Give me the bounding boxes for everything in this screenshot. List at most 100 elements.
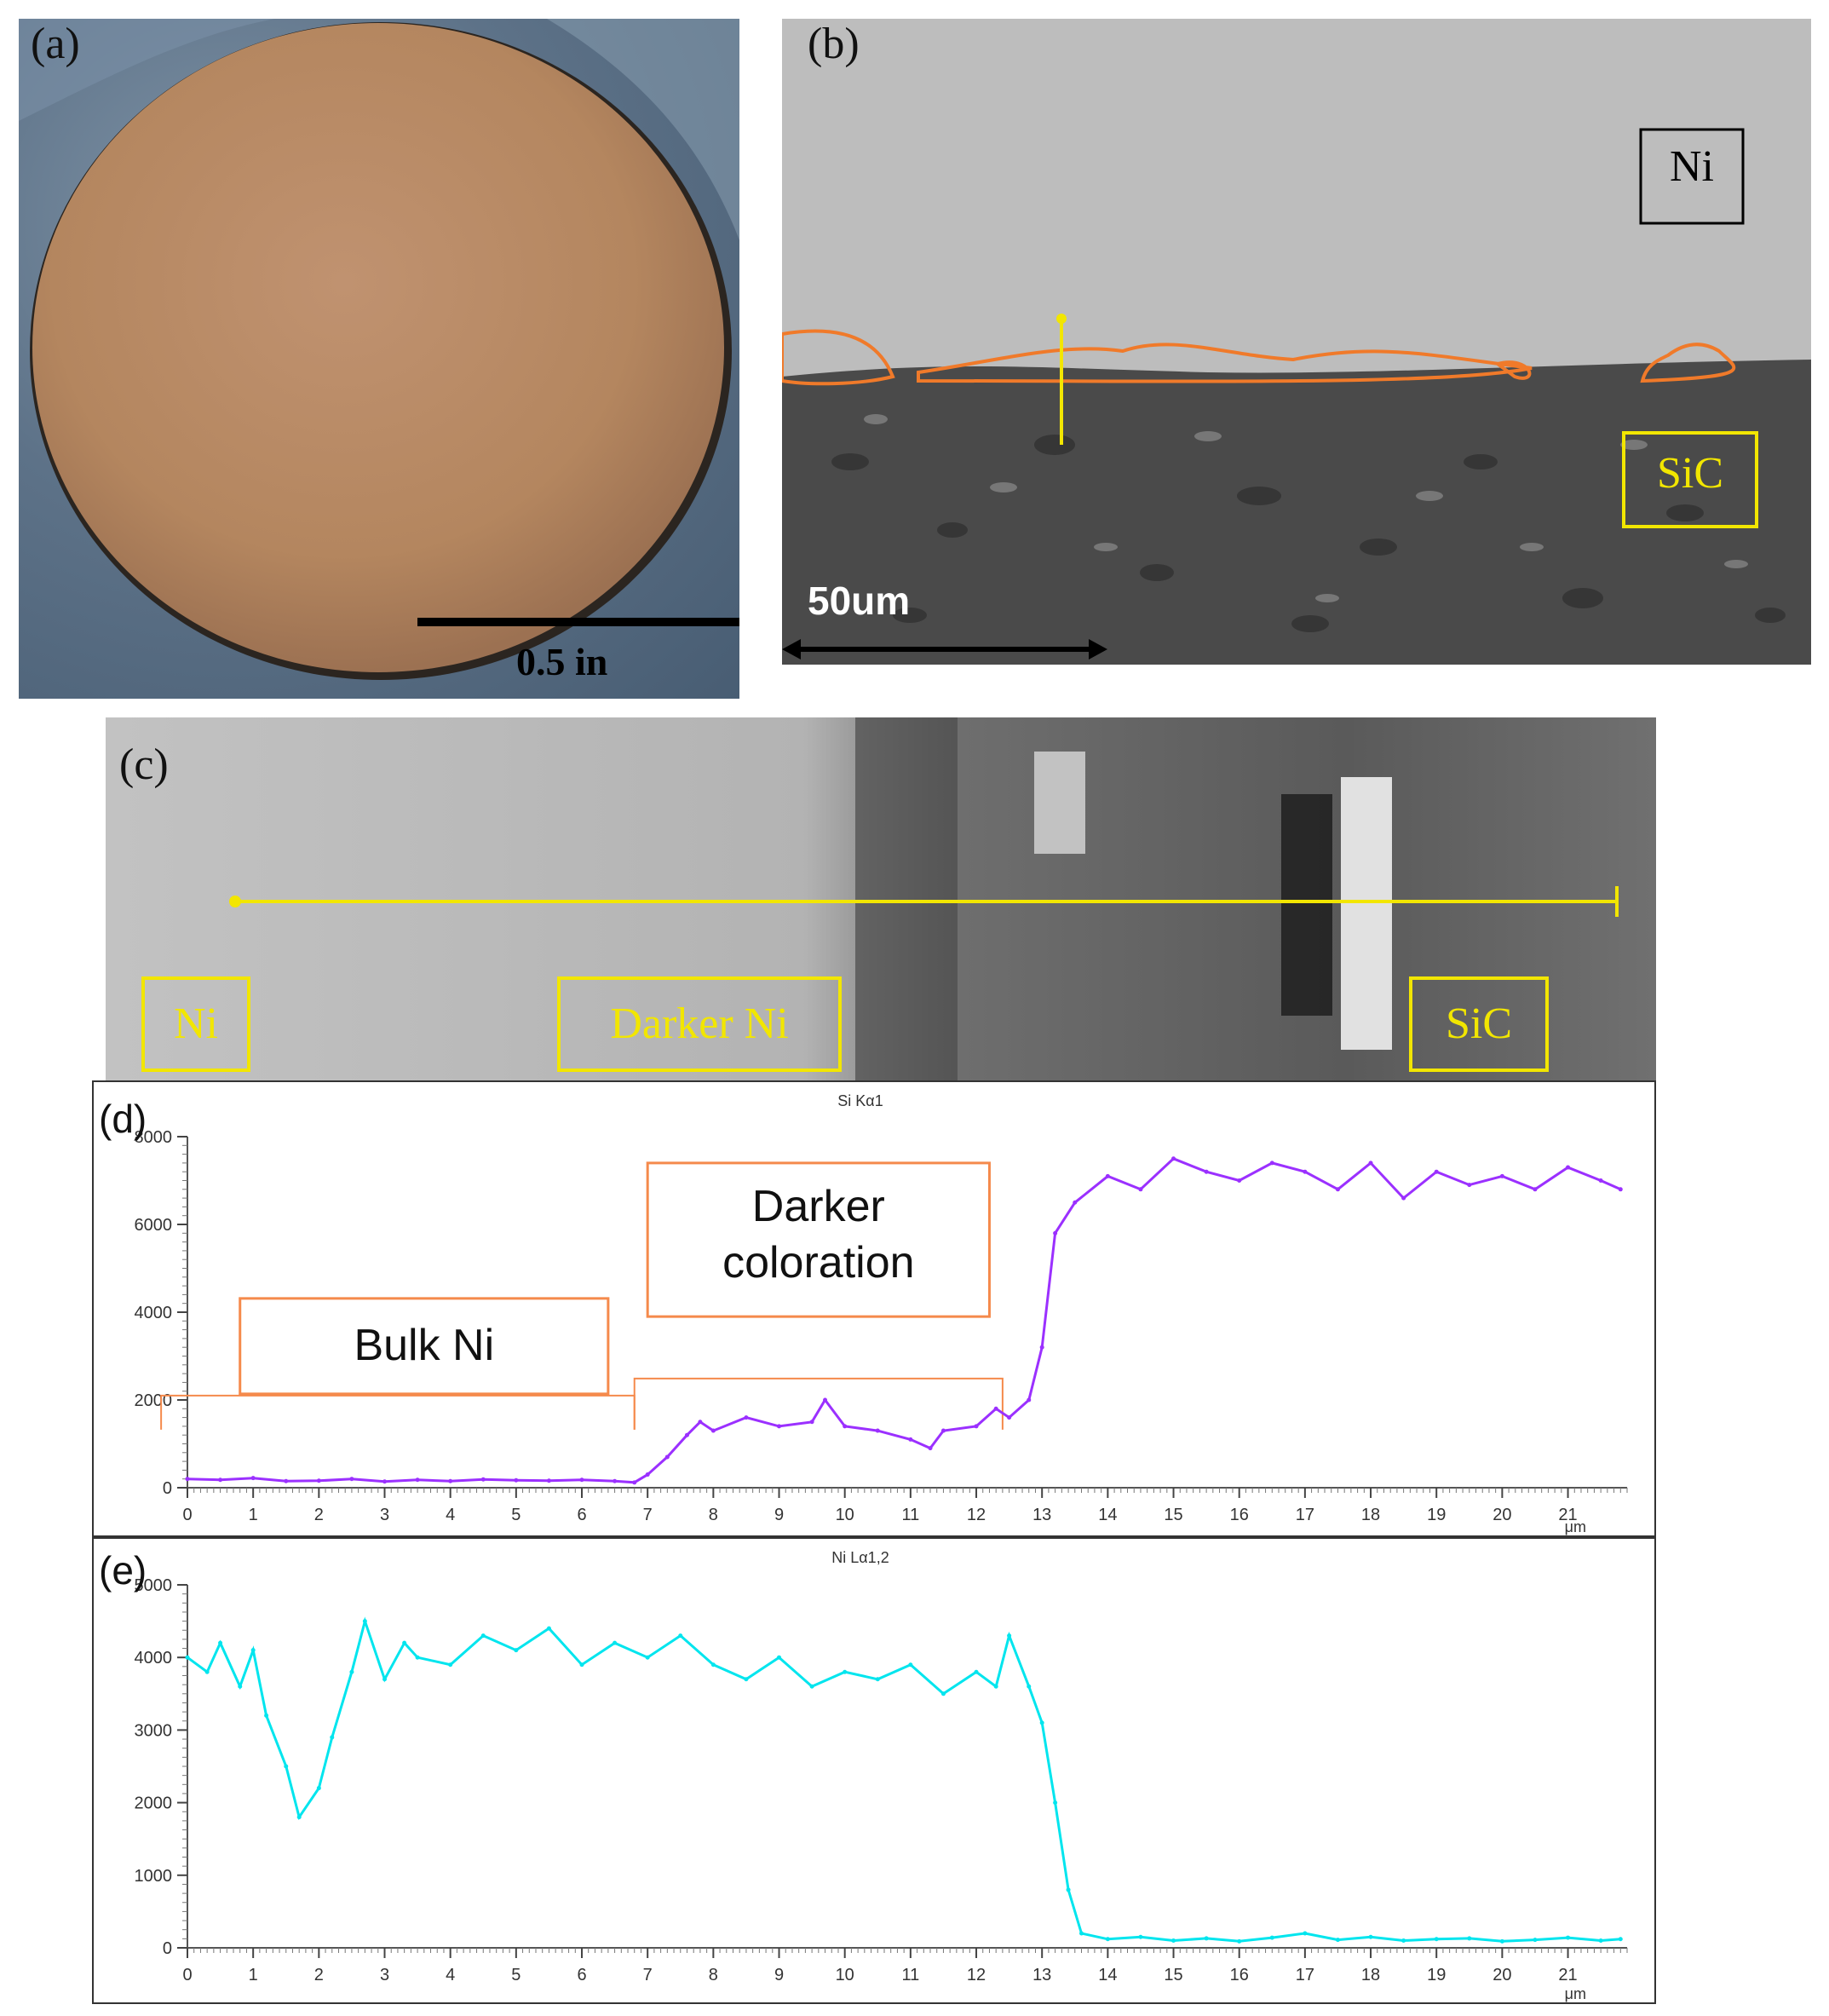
x-tick-label: 2 [314,1966,324,1984]
x-tick-label: 17 [1296,1506,1314,1524]
x-tick-label: 20 [1493,1966,1511,1984]
sample-disc [32,23,724,672]
x-tick-label: 1 [249,1506,258,1524]
x-tick-label: 4 [446,1966,455,1984]
y-tick-label: 3000 [135,1721,173,1740]
x-tick-label: 19 [1427,1966,1446,1984]
panel-e-chart: 0 1 2 3 4 5 6 7 8 9 10 11 12 13 14 15 16 17 18 19 20 21 0 1000 2… [92,1537,1656,2004]
panel-c-svg [106,717,1656,1080]
sic-label-c: SiC [1445,999,1513,1048]
scale-label-b: 50um [808,579,911,623]
panel-b-svg [782,19,1811,665]
x-tick-label: 21 [1558,1506,1577,1524]
y-tick-label: 0 [163,1479,172,1498]
ni-region [782,19,1811,377]
scale-arrow-right [1089,639,1107,660]
x-tick-label: 13 [1032,1506,1051,1524]
y-tick-label: 4000 [135,1649,173,1668]
sic-label-b: SiC [1656,449,1724,498]
si-chart-title: Si Kα1 [837,1092,883,1109]
x-tick-label: 10 [836,1966,854,1984]
x-tick-label: 13 [1032,1966,1051,1984]
panel-b-sem: (b) Ni SiC 50um [782,19,1811,665]
x-tick-label: 18 [1361,1506,1380,1524]
x-tick-label: 11 [901,1506,919,1524]
y-tick-label: 2000 [135,1391,173,1410]
ni-series-line [187,1616,1621,1943]
si-x-axis-label: μm [1565,1518,1586,1535]
bulk-ni-label: Bulk Ni [354,1321,494,1370]
x-tick-label: 6 [577,1506,586,1524]
panel-a-photo: (a) 0.5 in [19,19,739,699]
scale-label-a: 0.5 in [516,640,608,683]
interface-outline [782,329,1736,386]
x-tick-label: 8 [709,1966,718,1984]
bright-spot [1034,752,1085,854]
x-tick-label: 17 [1296,1966,1314,1984]
x-tick-label: 15 [1164,1506,1182,1524]
sic-region [782,360,1811,665]
y-tick-label: 4000 [135,1304,173,1322]
panel-d-chart: 0 1 2 3 4 5 6 7 8 9 10 11 12 13 14 15 16 17 18 19 20 21 0 2000 4… [92,1080,1656,1537]
bulk-ni-label-box [239,1297,610,1396]
y-tick-label: 2000 [135,1794,173,1813]
x-tick-label: 2 [314,1506,324,1524]
linescan-start [229,896,241,907]
si-series-line [187,1157,1621,1484]
darker-coloration-bracket [633,1377,1004,1430]
x-tick-label: 16 [1230,1966,1249,1984]
x-tick-label: 1 [249,1966,258,1984]
ni-axes: 0 1 2 3 4 5 6 7 8 9 10 11 12 13 14 15 16 17 18 19 20 21010002… [135,1576,1628,1984]
x-tick-label: 15 [1164,1966,1182,1984]
linescan-marker-dot [1056,314,1067,324]
darker-coloration-label: Darker [752,1182,885,1231]
panel-letter-a: (a) [31,20,80,68]
panel-c-sem: (c) Ni Darker Ni SiC [106,717,1656,1080]
y-tick-label: 0 [163,1939,172,1958]
sic-label-box [1622,431,1758,528]
x-tick-label: 5 [511,1966,521,1984]
panel-letter-d: (d) [99,1097,147,1141]
x-tick-label: 20 [1493,1506,1511,1524]
y-tick-label: 6000 [135,1216,173,1235]
ni-label-box [1639,128,1745,225]
x-tick-label: 14 [1098,1506,1117,1524]
backdrop-highlight-right [547,19,739,240]
ni-linescan-chart: 0 1 2 3 4 5 6 7 8 9 10 11 12 13 14 15 16 17 18 19 20 21010002… [135,1549,1628,2002]
x-tick-label: 0 [182,1506,192,1524]
panel-letter-b: (b) [808,20,860,68]
darker-ni-label-box [557,976,842,1072]
x-tick-label: 3 [380,1966,389,1984]
sic-highlights [864,414,1748,602]
x-tick-label: 8 [709,1506,718,1524]
darker-coloration-label: coloration [722,1238,914,1287]
ni-x-axis-label: μm [1565,1985,1586,2002]
ni-label-box-c [141,976,250,1072]
x-tick-label: 12 [967,1506,986,1524]
x-tick-label: 9 [774,1966,784,1984]
y-tick-label: 5000 [135,1576,173,1595]
panel-letter-e: (e) [99,1548,147,1593]
x-tick-label: 10 [836,1506,854,1524]
x-tick-label: 18 [1361,1966,1380,1984]
backdrop-highlight [19,19,274,121]
x-tick-label: 11 [901,1966,919,1984]
x-tick-label: 3 [380,1506,389,1524]
x-tick-label: 12 [967,1966,986,1984]
x-tick-label: 6 [577,1966,586,1984]
panel-a-svg [19,19,739,680]
sic-label-box-c [1409,976,1549,1072]
ni-label-c: Ni [174,999,218,1048]
x-tick-label: 21 [1558,1966,1577,1984]
y-tick-label: 8000 [135,1128,173,1147]
si-annotations: Bulk Ni Darker coloration [160,1161,1004,1430]
ni-chart-title: Ni Lα1,2 [831,1549,889,1566]
x-tick-label: 14 [1098,1966,1117,1984]
si-linescan-chart: 0 1 2 3 4 5 6 7 8 9 10 11 12 13 14 15 16 17 18 19 20 21020004… [135,1092,1628,1535]
sic-texture [831,435,1786,632]
x-tick-label: 5 [511,1506,521,1524]
x-tick-label: 7 [643,1966,653,1984]
darker-ni-label: Darker Ni [610,999,789,1048]
ni-label-b: Ni [1670,142,1714,191]
bright-band [1341,777,1392,1050]
